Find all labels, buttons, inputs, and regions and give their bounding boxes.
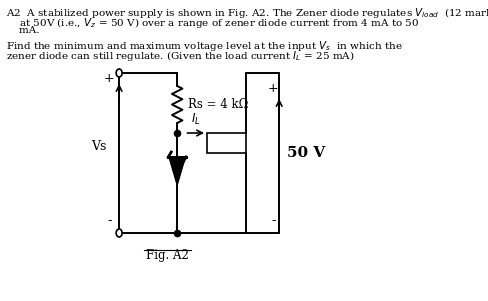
Text: mA.: mA. — [6, 26, 40, 35]
Text: -: - — [271, 215, 275, 228]
Text: zener diode can still regulate. (Given the load current $I_L$ = 25 mA): zener diode can still regulate. (Given t… — [6, 49, 355, 63]
Text: 50 V: 50 V — [286, 146, 325, 160]
Text: Load: Load — [212, 136, 241, 150]
Text: A2  A stabilized power supply is shown in Fig. A2. The Zener diode regulates $V_: A2 A stabilized power supply is shown in… — [6, 6, 488, 20]
Text: +: + — [104, 73, 115, 85]
Text: -: - — [107, 215, 112, 228]
Polygon shape — [169, 157, 185, 185]
Text: at 50V (i.e., $V_z$ = 50 V) over a range of zener diode current from 4 mA to 50: at 50V (i.e., $V_z$ = 50 V) over a range… — [6, 16, 419, 30]
Text: Find the minimum and maximum voltage level at the input $V_s$  in which the: Find the minimum and maximum voltage lev… — [6, 39, 403, 53]
Text: Fig. A2: Fig. A2 — [146, 249, 189, 262]
Text: Vs: Vs — [91, 139, 107, 153]
Circle shape — [116, 229, 122, 237]
Bar — [207, 133, 245, 153]
Text: +: + — [268, 82, 279, 95]
Text: $I_L$: $I_L$ — [191, 112, 201, 127]
Circle shape — [116, 69, 122, 77]
Text: Rs = 4 kΩ: Rs = 4 kΩ — [187, 98, 248, 111]
